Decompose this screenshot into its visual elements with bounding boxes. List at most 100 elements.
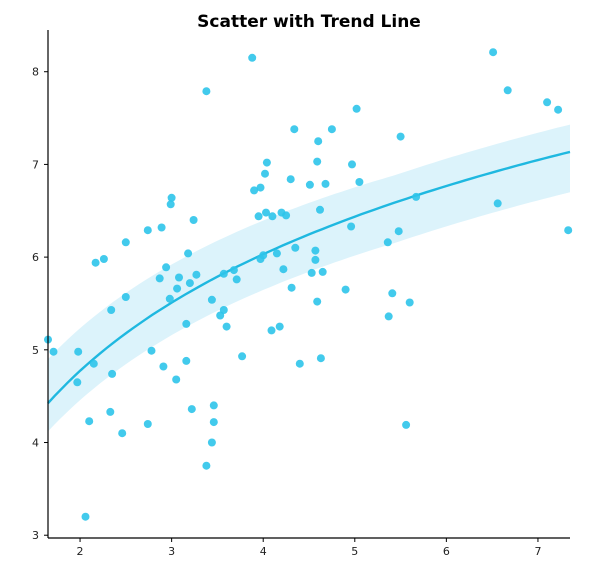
data-point bbox=[261, 169, 269, 178]
data-point bbox=[182, 356, 191, 365]
data-point bbox=[254, 212, 263, 221]
data-point bbox=[412, 192, 421, 201]
points-layer bbox=[44, 48, 573, 521]
data-point bbox=[159, 362, 168, 371]
data-point bbox=[248, 53, 257, 62]
data-point bbox=[238, 352, 247, 361]
data-point bbox=[347, 222, 356, 231]
data-point bbox=[121, 238, 130, 247]
data-point bbox=[106, 407, 115, 416]
data-point bbox=[192, 270, 201, 279]
data-point bbox=[99, 255, 108, 263]
data-point bbox=[81, 512, 90, 521]
data-point bbox=[313, 297, 322, 306]
data-point bbox=[286, 175, 295, 184]
data-point bbox=[272, 249, 281, 258]
y-tick-label: 4 bbox=[32, 437, 39, 450]
x-tick-label: 4 bbox=[260, 545, 267, 558]
data-point bbox=[314, 137, 323, 146]
data-point bbox=[219, 269, 228, 278]
y-tick-label: 8 bbox=[32, 66, 39, 79]
data-point bbox=[543, 98, 552, 107]
data-point bbox=[173, 284, 182, 293]
data-point bbox=[157, 223, 166, 232]
data-point bbox=[268, 212, 277, 221]
data-point bbox=[279, 265, 288, 274]
data-point bbox=[167, 193, 176, 202]
data-point bbox=[383, 238, 392, 247]
data-point bbox=[207, 438, 216, 447]
data-point bbox=[187, 405, 196, 414]
data-point bbox=[207, 295, 216, 304]
x-tick-label: 6 bbox=[443, 545, 450, 558]
data-point bbox=[185, 279, 194, 288]
data-point bbox=[155, 274, 164, 283]
data-point bbox=[307, 268, 316, 277]
data-point bbox=[352, 104, 361, 113]
data-point bbox=[275, 322, 284, 331]
data-point bbox=[189, 216, 198, 224]
data-point bbox=[107, 306, 116, 314]
y-tick-label: 3 bbox=[32, 529, 39, 542]
data-point bbox=[143, 226, 152, 235]
data-point bbox=[259, 251, 268, 260]
data-point bbox=[405, 298, 414, 307]
data-point bbox=[402, 420, 411, 429]
data-point bbox=[503, 86, 512, 95]
data-point bbox=[394, 227, 403, 236]
data-point bbox=[316, 354, 325, 363]
data-point bbox=[311, 246, 320, 255]
data-point bbox=[182, 319, 191, 328]
data-point bbox=[341, 285, 350, 294]
data-point bbox=[74, 347, 83, 356]
y-tick-label: 5 bbox=[32, 344, 39, 357]
data-point bbox=[291, 243, 300, 252]
data-point bbox=[91, 258, 100, 267]
data-point bbox=[554, 105, 563, 114]
y-tick-label: 6 bbox=[32, 251, 39, 264]
data-point bbox=[321, 179, 330, 188]
x-tick-label: 2 bbox=[77, 545, 84, 558]
data-point bbox=[147, 346, 156, 355]
data-point bbox=[118, 429, 127, 438]
data-point bbox=[250, 186, 259, 195]
data-point bbox=[49, 347, 58, 356]
data-point bbox=[202, 461, 211, 470]
data-point bbox=[165, 294, 174, 303]
confidence-band bbox=[48, 124, 570, 432]
data-point bbox=[89, 359, 98, 368]
data-point bbox=[262, 208, 270, 217]
data-point bbox=[166, 200, 175, 209]
data-point bbox=[384, 312, 393, 321]
data-point bbox=[162, 263, 171, 272]
data-point bbox=[143, 420, 152, 428]
data-point bbox=[489, 48, 498, 57]
trend-line bbox=[47, 150, 571, 405]
data-point bbox=[121, 293, 130, 301]
data-point bbox=[295, 359, 304, 368]
data-point bbox=[311, 255, 320, 264]
data-point bbox=[493, 199, 502, 208]
y-ticks: 3 4 5 6 7 8 bbox=[32, 66, 48, 542]
data-point bbox=[290, 125, 299, 134]
data-point bbox=[172, 375, 181, 384]
data-point bbox=[267, 326, 276, 335]
data-point bbox=[355, 178, 364, 186]
data-point bbox=[396, 132, 405, 141]
data-point bbox=[388, 289, 397, 298]
chart-title: Scatter with Trend Line bbox=[197, 12, 421, 32]
data-point bbox=[287, 283, 296, 292]
data-point bbox=[564, 226, 573, 235]
axes-layer bbox=[47, 30, 570, 539]
data-point bbox=[85, 417, 94, 426]
data-point bbox=[232, 275, 241, 284]
data-point bbox=[209, 418, 218, 427]
data-point bbox=[316, 205, 324, 214]
x-ticks: 2 3 4 5 6 7 bbox=[77, 538, 541, 558]
data-point bbox=[175, 273, 183, 282]
trend-line-layer bbox=[47, 150, 571, 405]
data-point bbox=[184, 249, 193, 258]
data-point bbox=[209, 401, 218, 410]
confidence-band-layer bbox=[48, 124, 570, 432]
data-point bbox=[327, 125, 336, 134]
